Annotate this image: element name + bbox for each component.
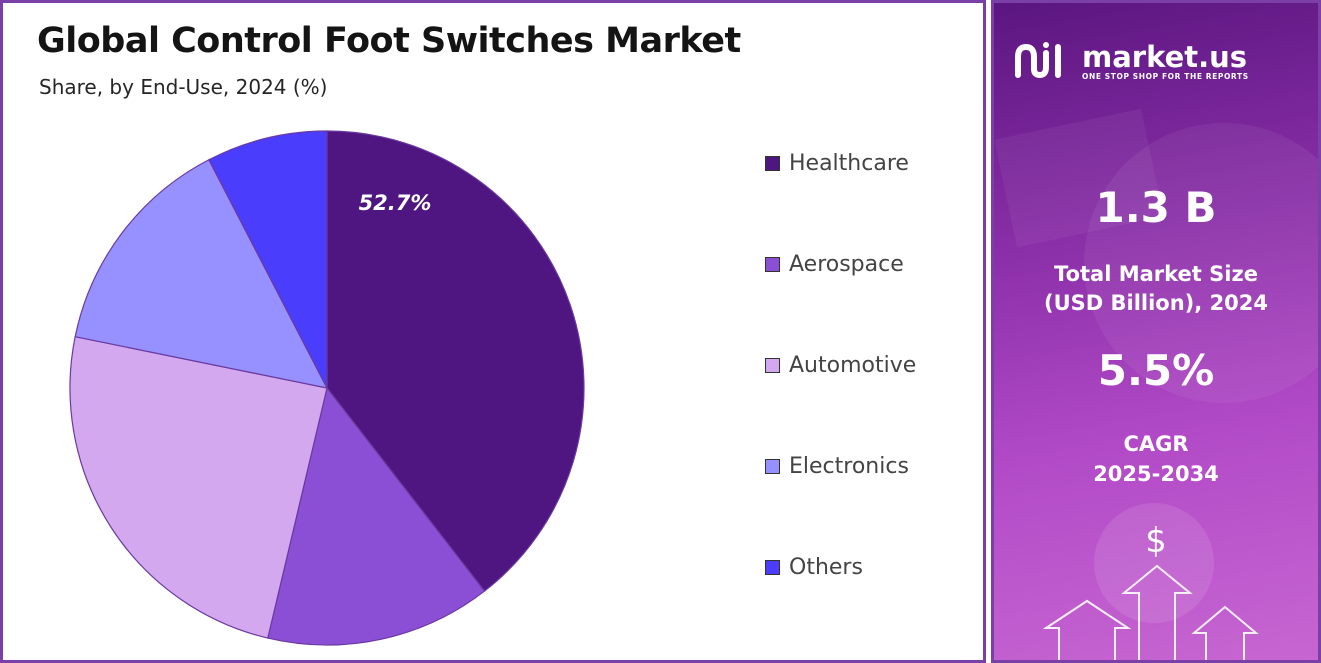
market-size-label-line1: Total Market Size (1054, 262, 1258, 286)
legend-swatch-automotive (765, 357, 780, 373)
legend-label-others: Others (789, 554, 863, 580)
legend-label-electronics: Electronics (789, 453, 909, 479)
legend-swatch-electronics (765, 458, 780, 474)
pie-slice-aerospace (267, 386, 486, 646)
legend-item-automotive: Automotive (765, 345, 916, 385)
pie-slice-automotive (69, 335, 328, 639)
brand-name: market.us (1082, 39, 1248, 74)
brand-tagline: ONE STOP SHOP FOR THE REPORTS (1082, 71, 1249, 81)
deco-circle-large (1084, 123, 1318, 403)
chart-subtitle: Share, by End-Use, 2024 (%) (39, 75, 328, 99)
data-label-healthcare: 52.7% (359, 191, 432, 215)
brand-logo: market.us ONE STOP SHOP FOR THE REPORTS (1014, 39, 1249, 83)
legend-item-others: Others (765, 547, 863, 587)
deco-rect (994, 108, 1164, 248)
legend-swatch-aerospace (765, 256, 780, 272)
cagr-value: 5.5% (1097, 346, 1215, 395)
market-size-label-line2: (USD Billion), 2024 (1043, 291, 1269, 315)
chart-panel: Global Control Foot Switches Market Shar… (0, 0, 986, 663)
stats-panel: market.us ONE STOP SHOP FOR THE REPORTS … (991, 0, 1321, 663)
chart-title: Global Control Foot Switches Market (37, 21, 741, 61)
arrow-up-icon-left (1042, 599, 1132, 660)
arrow-up-icon-center (1121, 564, 1193, 660)
market-us-logo-icon (1015, 42, 1061, 79)
legend-label-automotive: Automotive (789, 352, 917, 378)
pie-slice-electronics (74, 158, 329, 389)
pie-chart: 52.7% (69, 130, 585, 646)
legend-item-healthcare: Healthcare (765, 143, 909, 183)
legend-item-aerospace: Aerospace (765, 244, 904, 284)
cagr-label-line2: 2025-2034 (1093, 462, 1219, 486)
legend-swatch-healthcare (765, 155, 780, 171)
legend-label-healthcare: Healthcare (789, 150, 909, 176)
market-size-value: 1.3 B (1095, 183, 1217, 232)
legend-label-aerospace: Aerospace (789, 251, 904, 277)
legend-swatch-others (765, 559, 780, 575)
pie-slice-others (208, 130, 328, 389)
cagr-label-line1: CAGR (1123, 432, 1189, 456)
dollar-icon: $ (1145, 521, 1167, 561)
arrow-up-icon-right (1191, 605, 1259, 660)
legend-item-electronics: Electronics (765, 446, 909, 486)
pie-slice-healthcare (326, 130, 585, 592)
background-decoration (994, 108, 1318, 660)
